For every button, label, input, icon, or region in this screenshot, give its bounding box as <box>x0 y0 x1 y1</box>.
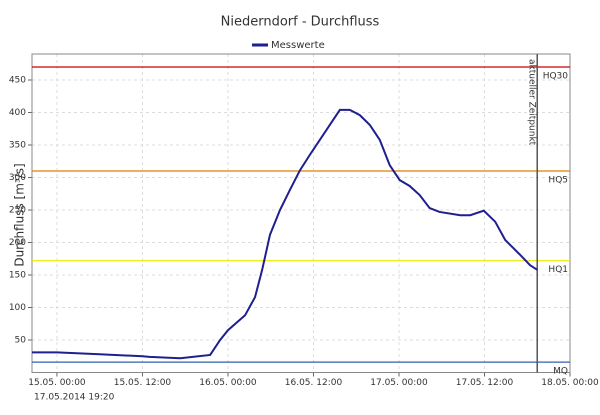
plot-frame <box>31 53 571 373</box>
chart-title: Niederndorf - Durchfluss <box>221 15 380 30</box>
x-tick-label: 16.05. 12:00 <box>285 378 343 388</box>
x-tick-label: 15.05. 00:00 <box>28 378 86 388</box>
footer: 17.05.2014 19:20 <box>34 393 115 403</box>
legend-label: Messwerte <box>271 40 325 51</box>
x-tick-label: 17.05. 00:00 <box>370 378 428 388</box>
threshold-label: HQ30 <box>543 72 569 82</box>
y-tick-label: 400 <box>9 108 26 118</box>
threshold-label: MQ <box>553 367 568 377</box>
y-tick-label: 50 <box>15 336 27 346</box>
y-axis-label: Durchfluss [m³/s] <box>13 163 27 266</box>
x-tick-label: 16.05. 00:00 <box>199 378 257 388</box>
x-tick-label: 15.05. 12:00 <box>114 378 172 388</box>
threshold-label: HQ5 <box>548 176 568 186</box>
x-tick-label: 17.05. 12:00 <box>456 378 514 388</box>
threshold-label: HQ1 <box>548 265 568 275</box>
y-tick-label: 450 <box>9 76 26 86</box>
y-tick-label: 100 <box>9 303 26 313</box>
current-time-label: aktueller Zeitpunkt <box>527 59 537 146</box>
y-tick-label: 200 <box>9 238 26 248</box>
y-tick-label: 350 <box>9 141 26 151</box>
y-tick-label: 150 <box>9 271 26 281</box>
x-tick-label: 18.05. 00:00 <box>541 378 599 388</box>
data-line <box>32 108 538 360</box>
y-tick-label: 300 <box>9 173 26 183</box>
y-tick-label: 250 <box>9 206 26 216</box>
